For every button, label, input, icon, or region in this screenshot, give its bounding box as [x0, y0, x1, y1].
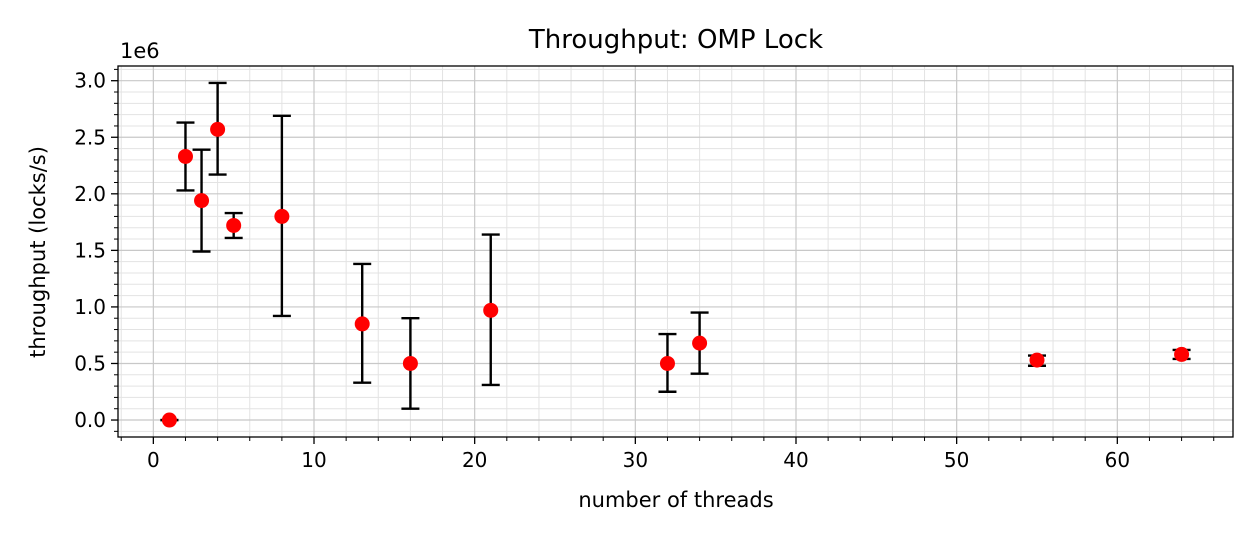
- data-point: [1029, 352, 1045, 368]
- x-tick-label: 20: [462, 448, 487, 472]
- data-point: [161, 412, 177, 428]
- data-point: [226, 217, 242, 233]
- data-markers: [161, 121, 1190, 428]
- y-tick-label: 0.0: [74, 408, 106, 432]
- y-tick-label: 2.5: [74, 125, 106, 149]
- data-point: [1174, 346, 1190, 362]
- data-point: [354, 316, 370, 332]
- y-tick-label: 0.5: [74, 351, 106, 375]
- y-tick-label: 2.0: [74, 182, 106, 206]
- y-tick-label: 1.0: [74, 295, 106, 319]
- x-tick-label: 60: [1105, 448, 1130, 472]
- data-point: [692, 335, 708, 351]
- data-point: [659, 355, 675, 371]
- data-point: [210, 121, 226, 137]
- x-tick-label: 50: [944, 448, 969, 472]
- data-point: [194, 193, 210, 209]
- data-point: [274, 208, 290, 224]
- minor-gridlines: [118, 66, 1233, 437]
- y-axis-multiplier: 1e6: [120, 39, 160, 63]
- x-tick-label: 10: [301, 448, 326, 472]
- x-tick-label: 40: [783, 448, 808, 472]
- x-axis-label: number of threads: [578, 488, 773, 512]
- y-tick-label: 1.5: [74, 238, 106, 262]
- y-axis-ticks: 0.0 0.5 1.0 1.5 2.0 2.5 3.0: [74, 69, 118, 432]
- plot-area-frame: [117, 65, 1234, 438]
- x-axis-ticks: 0 10 20 30 40 50 60: [120, 437, 1215, 472]
- error-bars: [160, 81, 1191, 422]
- data-point: [177, 148, 193, 164]
- chart-title: Throughput: OMP Lock: [528, 25, 823, 55]
- major-gridlines: [118, 66, 1233, 437]
- x-tick-label: 30: [623, 448, 648, 472]
- y-tick-label: 3.0: [74, 69, 106, 93]
- data-point: [483, 302, 499, 318]
- y-axis-label: throughput (locks/s): [26, 146, 50, 358]
- data-point: [402, 355, 418, 371]
- x-tick-label: 0: [147, 448, 160, 472]
